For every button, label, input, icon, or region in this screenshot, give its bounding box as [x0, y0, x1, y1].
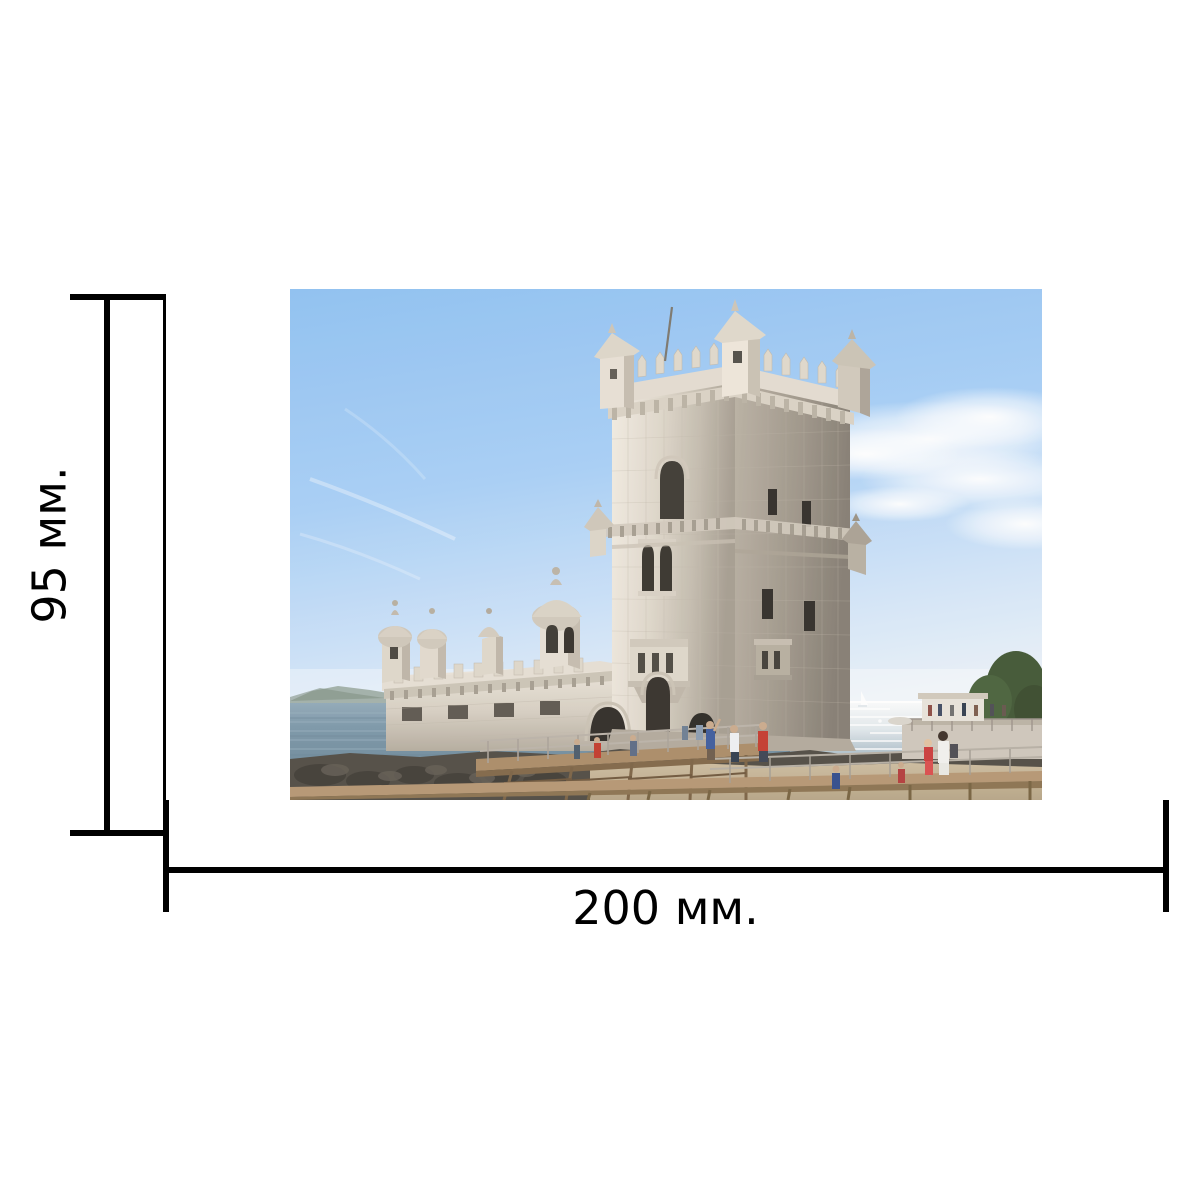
extension-line-left-lower — [163, 800, 169, 912]
photo-artwork — [290, 289, 1042, 800]
width-dimension-label: 200 мм. — [572, 881, 759, 935]
height-dimension-line — [104, 297, 110, 836]
product-photo — [290, 289, 1042, 800]
height-tick-top — [70, 294, 166, 300]
width-dimension-line — [165, 867, 1166, 873]
extension-line-right — [1163, 800, 1169, 912]
extension-line-left-upper — [163, 297, 166, 800]
height-tick-bottom — [70, 830, 166, 836]
height-dimension-label: 95 мм. — [0, 420, 100, 670]
height-dimension-text: 95 мм. — [23, 466, 77, 624]
